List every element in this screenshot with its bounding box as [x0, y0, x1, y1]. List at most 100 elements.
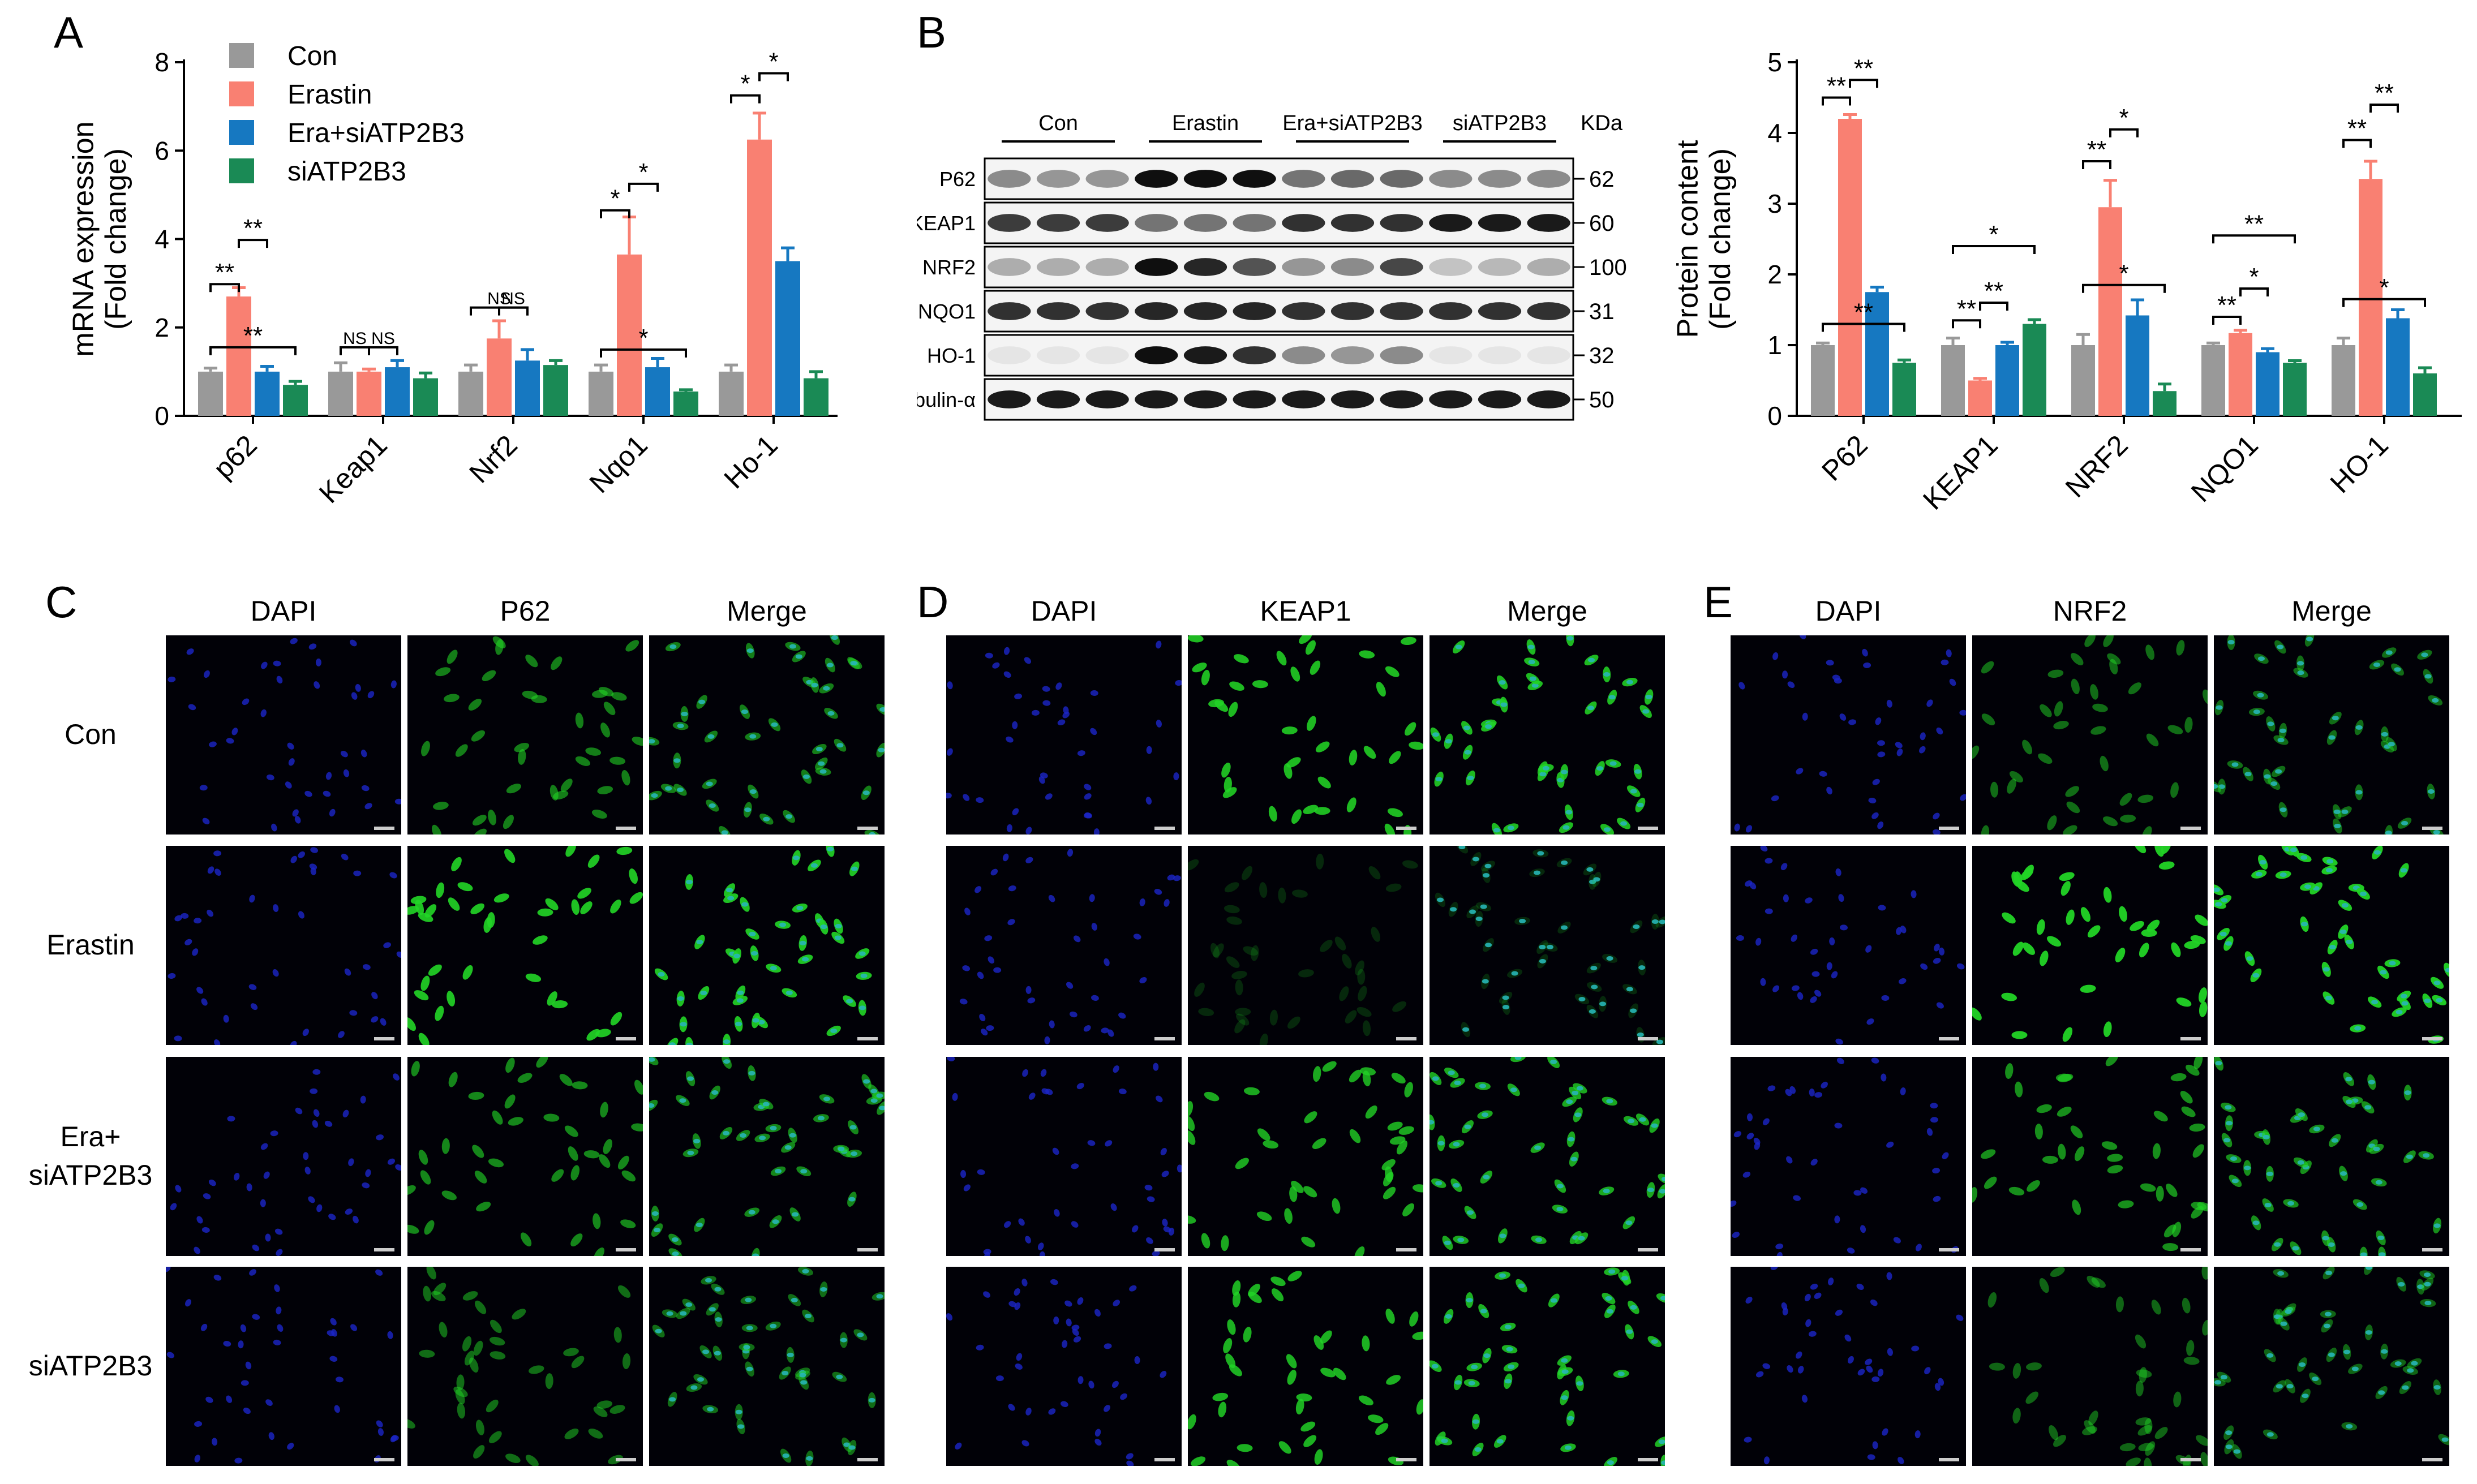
merge-nucleus — [2433, 1223, 2441, 1228]
cell-signal — [2201, 1267, 2208, 1280]
cell-signal — [591, 809, 607, 819]
nucleus-dot — [1090, 728, 1097, 735]
significance-label: ** — [243, 214, 263, 242]
cell-signal — [571, 899, 580, 915]
nucleus-dot — [1048, 1408, 1056, 1415]
nucleus-dot — [1772, 652, 1779, 660]
cell-signal — [2015, 880, 2029, 892]
merge-nucleus — [1504, 1324, 1512, 1330]
cell-signal — [2103, 887, 2112, 903]
cell-signal — [543, 1113, 560, 1122]
significance-bracket — [1952, 245, 2036, 254]
merge-nucleus — [671, 1237, 679, 1242]
cell-signal — [2137, 1425, 2152, 1436]
cell-signal — [1316, 853, 1324, 870]
cell-signal — [1368, 866, 1381, 880]
nucleus-dot — [1048, 894, 1055, 902]
merge-nucleus — [1464, 750, 1471, 755]
nucleus-dot — [1881, 1073, 1887, 1082]
nucleus-dot — [240, 1324, 247, 1332]
micrograph-tile — [2214, 1057, 2449, 1256]
nucleus-dot — [266, 774, 274, 781]
significance-bracket — [628, 182, 659, 192]
merge-nucleus — [1454, 1081, 1461, 1086]
nucleus-dot — [245, 1361, 252, 1370]
merge-nucleus — [1630, 789, 1637, 794]
merge-nucleus — [1455, 644, 1462, 649]
nucleus-dot — [334, 1405, 340, 1413]
nucleus-dot — [959, 999, 968, 1005]
merge-nucleus — [1651, 1339, 1658, 1344]
micrograph-tile — [1188, 846, 1423, 1045]
cell-signal — [2136, 1369, 2152, 1378]
nucleus-dot — [1811, 971, 1820, 977]
merge-nucleus — [826, 663, 834, 668]
legend-swatch — [229, 43, 254, 68]
nucleus-dot — [1933, 1195, 1941, 1202]
cell-signal — [407, 1017, 416, 1031]
merge-nucleus — [851, 1151, 858, 1156]
merge-nucleus — [2257, 692, 2264, 698]
cell-signal — [533, 935, 548, 945]
blot-band — [988, 302, 1031, 320]
blot-band — [1183, 170, 1227, 188]
cell-signal — [564, 1429, 579, 1439]
nucleus-dot — [1006, 824, 1012, 832]
merge-nucleus — [2279, 807, 2287, 812]
merge-nucleus — [2385, 831, 2392, 835]
nucleus-dot — [272, 969, 279, 977]
merge-nucleus — [2333, 809, 2341, 814]
merge-nucleus — [796, 905, 804, 910]
cell-signal — [1283, 763, 1293, 779]
cell-signal — [1491, 823, 1502, 835]
nucleus-dot — [298, 851, 306, 858]
nucleus-dot — [248, 984, 257, 990]
merge-nucleus — [714, 1287, 722, 1292]
nucleus-dot — [1045, 1089, 1053, 1095]
merge-nucleus — [2257, 656, 2265, 661]
nucleus-dot — [213, 850, 222, 857]
merge-nucleus — [649, 1103, 655, 1108]
merge-nucleus — [2325, 868, 2333, 873]
significance-bracket — [2239, 287, 2269, 296]
merge-nucleus — [791, 1297, 798, 1302]
blot-band — [1282, 170, 1325, 188]
cell-signal — [1404, 1082, 1413, 1098]
merge-nucleus — [2225, 1444, 2233, 1449]
nucleus-dot — [1900, 926, 1907, 934]
merge-nucleus — [709, 1307, 716, 1312]
cell-signal — [420, 1170, 431, 1185]
nucleus-dot — [1860, 1187, 1868, 1194]
cell-signal — [1312, 1138, 1326, 1149]
cell-signal — [1224, 905, 1240, 914]
cell-signal — [1235, 1008, 1251, 1016]
cell-signal — [1243, 1087, 1260, 1095]
nucleus-dot — [1789, 1086, 1796, 1094]
merge-nucleus — [2365, 1267, 2372, 1270]
cell-signal — [1384, 823, 1396, 835]
merge-nucleus — [2297, 661, 2304, 666]
nucleus-dot — [1139, 977, 1147, 984]
cell-signal — [2105, 1057, 2118, 1066]
micrograph-tile — [2214, 635, 2449, 835]
significance-label: ** — [2217, 291, 2236, 319]
nucleus-dot — [1826, 962, 1832, 970]
significance-bracket — [1822, 322, 1905, 332]
cell-signal — [490, 1319, 502, 1334]
cell-signal — [1227, 1319, 1236, 1335]
merge-nucleus — [1596, 766, 1604, 771]
cell-signal — [1192, 663, 1207, 673]
merge-nucleus — [679, 1098, 686, 1103]
nucleus-dot — [362, 964, 371, 970]
cell-signal — [1303, 1186, 1317, 1198]
cell-signal — [1188, 1215, 1196, 1224]
nucleus-dot — [201, 1227, 210, 1233]
cell-signal — [2192, 1144, 2204, 1158]
x-tick-label: Nrf2 — [463, 429, 523, 489]
merge-nucleus — [2360, 891, 2367, 896]
y-axis-label: Protein content(Fold change) — [1672, 140, 1737, 338]
merge-nucleus — [2373, 1146, 2380, 1151]
merge-nucleus — [1482, 979, 1489, 984]
significance-label: ** — [2087, 136, 2106, 164]
merge-nucleus — [737, 1424, 745, 1429]
